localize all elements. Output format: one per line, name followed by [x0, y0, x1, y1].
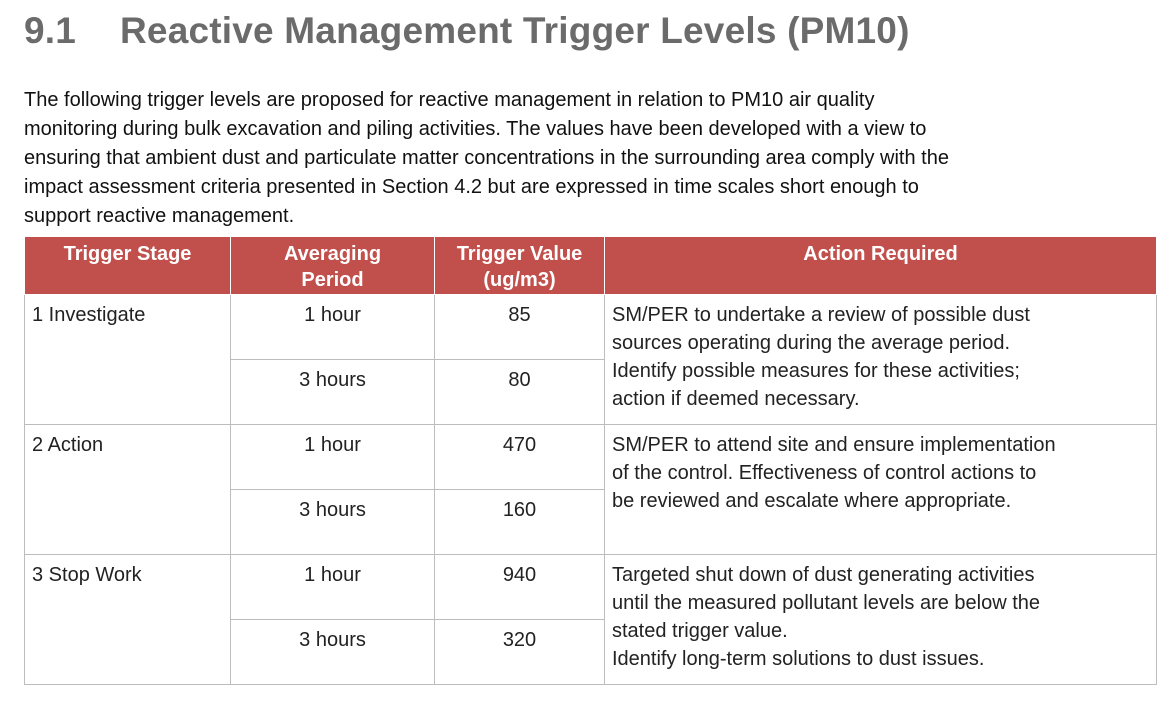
- stage-cell: 1 Investigate: [24, 294, 231, 425]
- intro-paragraph: The following trigger levels are propose…: [24, 86, 1154, 231]
- table-row: 1 Investigate 1 hour 85 SM/PER to undert…: [24, 294, 1157, 425]
- table-header-row: Trigger Stage Averaging Period Trigger Va…: [24, 236, 1157, 295]
- table-row: 3 hours 80: [25, 359, 1157, 425]
- period-cell: 1 hour: [230, 554, 435, 620]
- trigger-levels-table: Trigger Stage Averaging Period Trigger Va…: [24, 236, 1157, 685]
- table-row: 2 Action 1 hour 470 SM/PER to attend sit…: [24, 424, 1157, 555]
- header-action-required: Action Required: [604, 236, 1157, 295]
- intro-line: impact assessment criteria presented in …: [24, 176, 919, 198]
- section-number: 9.1: [24, 10, 77, 51]
- value-cell: 160: [434, 489, 605, 555]
- header-trigger-value: Trigger Value (ug/m3): [434, 236, 605, 295]
- period-cell: 3 hours: [230, 619, 435, 685]
- section-title: Reactive Management Trigger Levels (PM10…: [120, 10, 910, 51]
- header-trigger-stage: Trigger Stage: [24, 236, 231, 295]
- table-row: 3 hours 160: [25, 489, 1157, 555]
- value-cell: 320: [434, 619, 605, 685]
- stage-cell: 2 Action: [24, 424, 231, 555]
- period-cell: 3 hours: [230, 359, 435, 425]
- stage-cell: 3 Stop Work: [24, 554, 231, 685]
- intro-line: The following trigger levels are propose…: [24, 89, 875, 111]
- intro-line: support reactive management.: [24, 205, 295, 227]
- section-heading: 9.1 Reactive Management Trigger Levels (P…: [24, 10, 910, 52]
- action-cell: SM/PER to attend site and ensure impleme…: [604, 424, 1157, 555]
- value-cell: 80: [434, 359, 605, 425]
- table-row: 3 hours 320: [25, 619, 1157, 685]
- header-averaging-period: Averaging Period: [230, 236, 435, 295]
- intro-line: monitoring during bulk excavation and pi…: [24, 118, 927, 140]
- period-cell: 1 hour: [230, 424, 435, 490]
- action-cell: Targeted shut down of dust generating ac…: [604, 554, 1157, 685]
- value-cell: 940: [434, 554, 605, 620]
- period-cell: 3 hours: [230, 489, 435, 555]
- value-cell: 85: [434, 294, 605, 360]
- value-cell: 470: [434, 424, 605, 490]
- period-cell: 1 hour: [230, 294, 435, 360]
- table-row: 3 Stop Work 1 hour 940 Targeted shut dow…: [24, 554, 1157, 685]
- intro-line: ensuring that ambient dust and particula…: [24, 147, 949, 169]
- action-cell: SM/PER to undertake a review of possible…: [604, 294, 1157, 425]
